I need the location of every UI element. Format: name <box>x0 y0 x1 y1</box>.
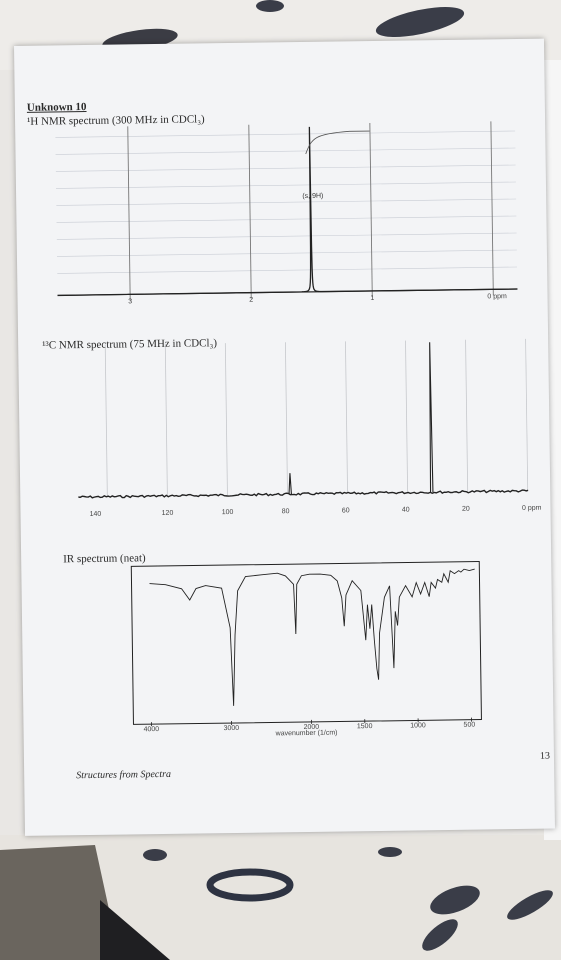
c-nmr-gridline <box>405 340 409 493</box>
h-nmr-gridline <box>56 232 517 240</box>
h-nmr-gridline <box>55 164 516 172</box>
ir-frame <box>130 561 482 725</box>
c-nmr-gridline <box>104 344 108 497</box>
c-nmr-tick-label: 20 <box>461 505 470 513</box>
page-number: 13 <box>539 750 551 762</box>
page-title: Unknown 10 <box>26 100 87 114</box>
h-nmr-gridline <box>56 249 517 257</box>
c-nmr-gridline <box>525 338 529 491</box>
ir-tick-label: 3000 <box>223 724 240 733</box>
ir-tick-label: 2000 <box>303 723 320 732</box>
h-nmr-gridline <box>55 147 516 155</box>
ir-trace <box>149 568 475 706</box>
ir-plot <box>130 561 482 727</box>
c-nmr-gridline <box>345 341 348 494</box>
ir-tick-label: 500 <box>463 721 476 729</box>
c-nmr-tick-label: 80 <box>281 508 290 516</box>
h-nmr-gridline <box>57 266 518 274</box>
h-nmr-grid <box>55 121 518 301</box>
c-nmr-peak <box>288 473 292 495</box>
textbook-page: Unknown 10 ¹H NMR spectrum (300 MHz in C… <box>14 38 555 836</box>
c-nmr-tick-label: 40 <box>401 506 410 514</box>
c-nmr-tick-label: 100 <box>221 508 234 517</box>
h-nmr-gridline <box>55 181 516 189</box>
c-nmr-peak <box>429 342 434 493</box>
ir-tick-label: 1000 <box>410 722 426 730</box>
h-nmr-peak <box>57 126 518 297</box>
c-nmr-peaks <box>288 342 434 495</box>
c-nmr-plot <box>77 338 529 499</box>
ir-tick-label: 4000 <box>143 726 160 734</box>
page-footer: Structures from Spectra <box>76 768 172 782</box>
c-nmr-tick-label: 140 <box>89 510 102 518</box>
c-nmr-gridline <box>284 342 288 495</box>
h-nmr-tick-label: 3 <box>128 298 133 306</box>
c-nmr-gridline <box>224 343 228 496</box>
h-nmr-tick-line <box>248 124 252 299</box>
h-nmr-tick-label: 0 ppm <box>487 293 507 301</box>
h-nmr-tick-label: 2 <box>249 296 254 304</box>
h-nmr-gridline <box>56 215 517 223</box>
h-nmr-tick-line <box>127 126 131 301</box>
h-nmr-tick-label: 1 <box>370 294 375 303</box>
c-nmr-grid <box>104 338 529 497</box>
h-nmr-integral <box>305 130 370 155</box>
h-nmr-plot: (s, 9H) <box>55 121 518 301</box>
ir-tick-label: 1500 <box>356 723 373 731</box>
c-nmr-gridline <box>164 343 168 496</box>
h-nmr-tick-line <box>369 123 373 298</box>
c-nmr-baseline <box>77 489 529 499</box>
c-nmr-tick-label: 0 ppm <box>521 504 542 512</box>
h-nmr-tick-line <box>490 121 494 296</box>
c-nmr-tick-label: 60 <box>341 507 350 515</box>
c-nmr-tick-label: 120 <box>161 509 174 517</box>
h-nmr-peak-label: (s, 9H) <box>302 193 323 200</box>
h-nmr-gridline <box>55 130 516 138</box>
h-nmr-gridline <box>56 198 517 206</box>
c-nmr-gridline <box>465 339 469 492</box>
